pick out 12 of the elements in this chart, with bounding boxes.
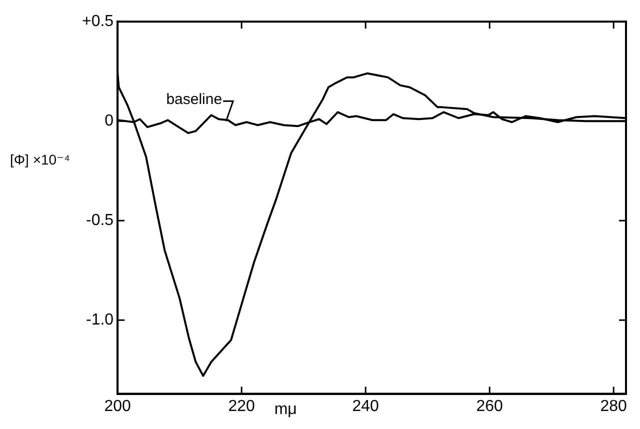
x-tick-label: 240 bbox=[352, 398, 380, 415]
annotation: baseline bbox=[166, 90, 222, 108]
y-axis-title: [Φ] ×10⁻⁴ bbox=[10, 152, 70, 168]
x-tick-label: 220 bbox=[228, 398, 256, 415]
y-tick-label: -1.0 bbox=[86, 312, 114, 329]
y-tick-label: 0 bbox=[104, 112, 114, 130]
x-tick-label: 260 bbox=[476, 398, 504, 415]
x-axis-title: mμ bbox=[274, 401, 297, 418]
y-tick-label: -0.5 bbox=[86, 212, 114, 230]
y-tick-label: +0.5 bbox=[82, 13, 114, 30]
x-tick-label: 200 bbox=[104, 398, 132, 415]
x-tick-label: 280 bbox=[600, 398, 628, 415]
